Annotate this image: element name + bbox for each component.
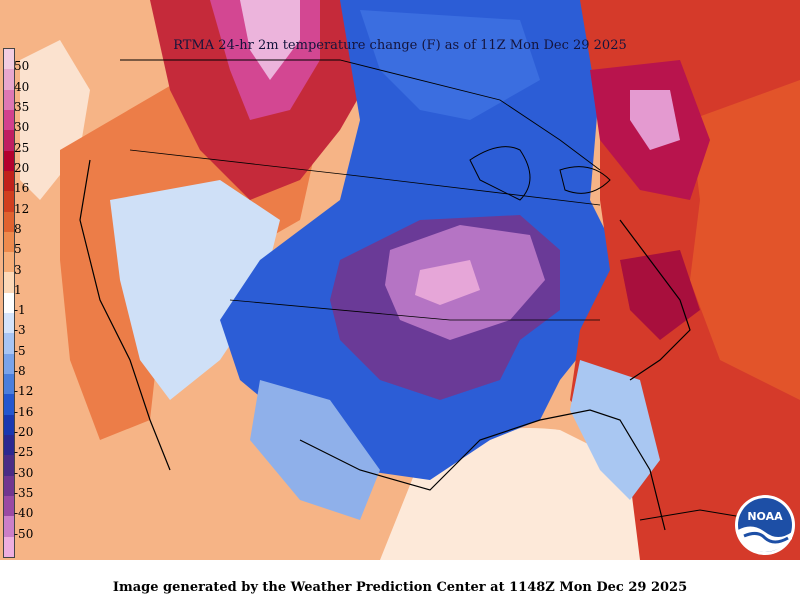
kansas-pink-core <box>415 260 480 305</box>
colorbar-swatch <box>4 170 14 192</box>
colorbar-swatch <box>4 231 14 253</box>
colorbar-swatch <box>4 475 14 496</box>
colorbar-swatch <box>4 333 14 354</box>
colorbar-tick-label: 35 <box>14 99 30 114</box>
colorbar-tick-label: -3 <box>14 323 26 338</box>
footer-credit: Image generated by the Weather Predictio… <box>112 580 688 595</box>
great-lakes-outline <box>559 166 611 194</box>
colorbar-swatch <box>4 109 14 131</box>
footer: Image generated by the Weather Predictio… <box>0 560 800 600</box>
colorbar-tick-label: 12 <box>14 201 30 216</box>
southeast-light-blue-region <box>570 360 660 500</box>
colorbar-tick-label: -1 <box>14 303 26 318</box>
colorbar-swatch <box>4 414 14 435</box>
gulf-coast-outline <box>299 409 666 531</box>
colorbar-tick-label: 8 <box>14 221 22 236</box>
colorbar-swatch <box>4 353 14 374</box>
noaa-emblem-icon <box>735 495 795 555</box>
colorbar-swatch <box>4 516 14 537</box>
colorbar-tick-label: -12 <box>14 384 34 399</box>
colorbar-swatch <box>4 211 14 232</box>
colorbar-swatch <box>4 495 14 517</box>
colorbar-tick-label: -50 <box>14 526 34 541</box>
pacific-pale-region <box>20 40 90 200</box>
colorbar-tick-label: -16 <box>14 404 34 419</box>
colorbar-tick-label: 40 <box>14 79 30 94</box>
colorbar-swatch <box>4 130 14 151</box>
map-canvas <box>0 0 800 560</box>
colorbar-tick-label: 1 <box>14 282 22 297</box>
colorbar-swatch <box>4 89 14 110</box>
northern-blue-region <box>360 10 540 120</box>
canada-border-outline <box>120 59 601 171</box>
map-title: RTMA 24-hr 2m temperature change (F) as … <box>173 38 627 53</box>
colorbar-swatch <box>4 455 14 476</box>
temperature-change-map <box>0 0 800 560</box>
state-boundary-line <box>229 299 600 321</box>
colorbar-swatch <box>4 191 14 212</box>
colorbar-tick-label: 20 <box>14 160 30 175</box>
noaa-logo: NOAA <box>734 494 796 556</box>
colorbar-tick-label: 16 <box>14 181 30 196</box>
colorbar-tick-label: -20 <box>14 425 34 440</box>
carolina-magenta-region <box>620 250 700 340</box>
east-coast-outline <box>619 219 691 381</box>
great-basin-mixed-region <box>110 180 280 400</box>
new-england-pink-core <box>630 90 680 150</box>
colorbar-tick-label: -40 <box>14 506 34 521</box>
colorbar-swatch <box>4 536 14 557</box>
colorbar-tick-label: 3 <box>14 262 22 277</box>
atlantic-warm-region <box>690 80 800 400</box>
colorbar-swatch <box>4 313 14 334</box>
colorbar-tick-label: 50 <box>14 59 30 74</box>
colorbar-tick-label: -5 <box>14 343 26 358</box>
colorbar-tick-label: 25 <box>14 140 30 155</box>
colorbar-tick-label: -30 <box>14 465 34 480</box>
colorbar-tick-label: -8 <box>14 364 26 379</box>
colorbar-swatch <box>4 434 14 456</box>
colorbar-swatch <box>4 374 14 395</box>
texas-blue-region <box>250 380 380 520</box>
colorbar-tick-label: 5 <box>14 242 22 257</box>
great-lakes-outline <box>469 146 531 201</box>
colorbar-swatch <box>4 394 14 415</box>
colorbar-tick-label: 30 <box>14 120 30 135</box>
colorbar-swatch <box>4 150 14 171</box>
west-coast-outline <box>79 159 171 471</box>
colorbar-tick-label: -25 <box>14 445 34 460</box>
colorbar-swatch <box>4 252 14 273</box>
colorbar-legend <box>3 48 15 558</box>
colorbar-swatch <box>4 69 14 90</box>
colorbar-swatch <box>4 49 14 70</box>
colorbar-swatch <box>4 292 14 314</box>
colorbar-swatch <box>4 272 14 293</box>
state-boundary-line <box>129 149 601 206</box>
colorbar-tick-label: -35 <box>14 486 34 501</box>
noaa-logo-text: NOAA <box>747 510 783 523</box>
